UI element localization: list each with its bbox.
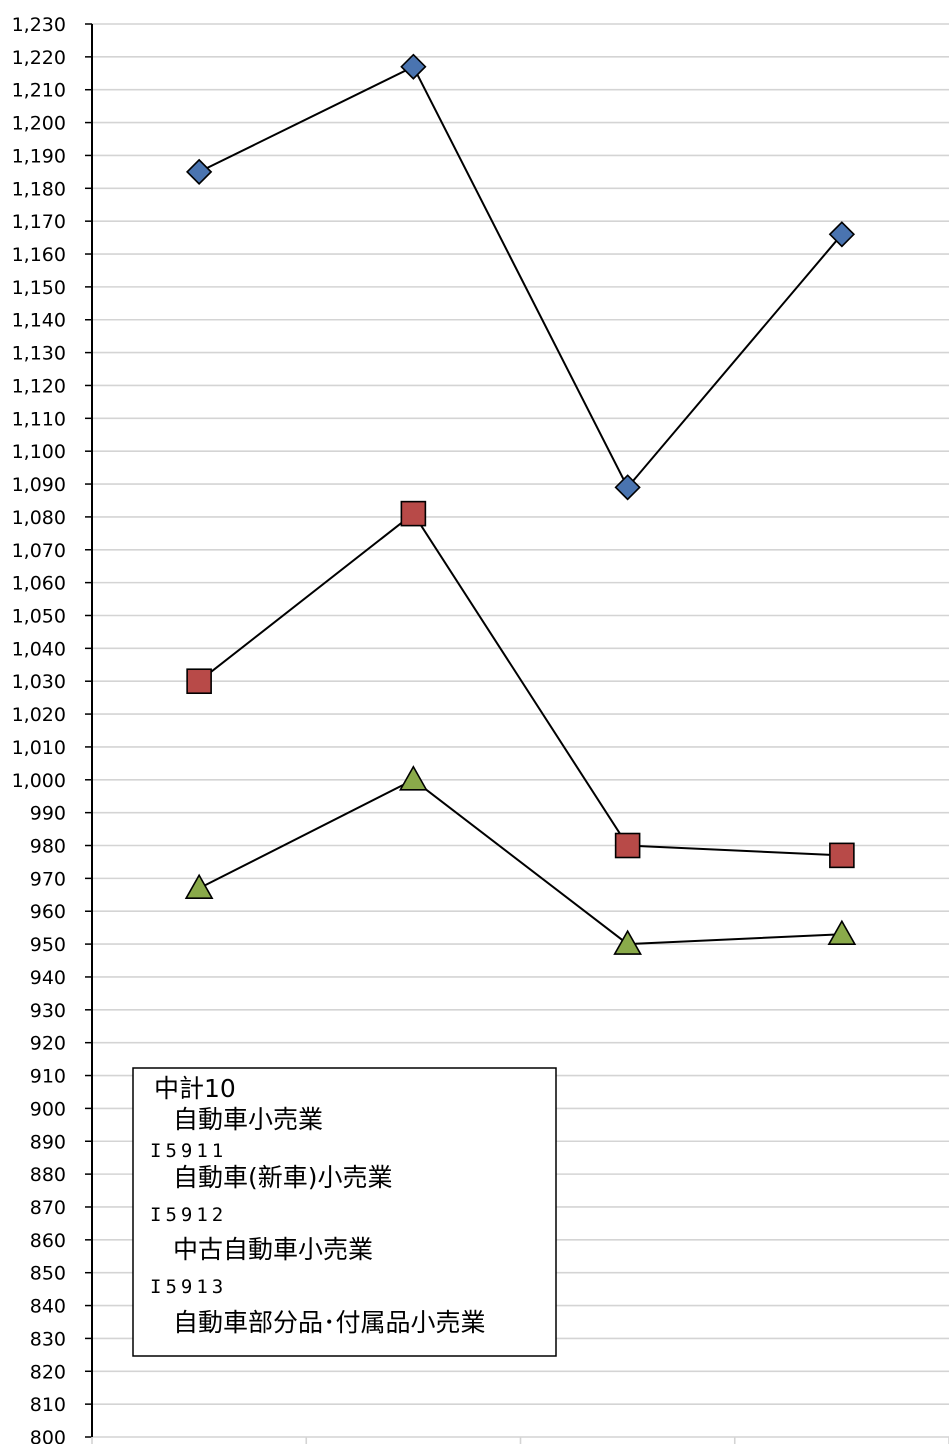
legend-code: I5913 [150,1276,227,1298]
legend-box [132,1067,557,1357]
y-tick-label: 1,180 [12,178,66,200]
y-tick-label: 1,020 [12,704,66,726]
data-point-triangle [399,765,428,791]
y-tick-label: 870 [30,1197,66,1219]
y-tick-label: 1,160 [12,244,66,266]
y-tick-label: 940 [30,967,66,989]
y-tick-label: 1,010 [12,737,66,759]
y-tick-label: 960 [30,901,66,923]
y-tick-label: 970 [30,868,66,890]
legend-label: 自動車(新車)小売業 [173,1163,393,1192]
data-point-square [614,832,641,859]
y-tick-label: 1,230 [12,14,66,36]
y-tick-label: 1,120 [12,375,66,397]
y-tick-label: 1,220 [12,47,66,69]
legend-label: 自動車小売業 [173,1105,323,1134]
legend-label: 中計10 [154,1074,236,1103]
legend-code: I5911 [150,1140,227,1162]
legend-label: 自動車部分品･付属品小売業 [173,1308,486,1337]
y-tick-label: 1,150 [12,277,66,299]
y-tick-label: 1,170 [12,211,66,233]
y-tick-label: 1,080 [12,507,66,529]
y-tick-label: 860 [30,1230,66,1252]
y-tick-label: 830 [30,1328,66,1350]
y-tick-label: 1,030 [12,671,66,693]
series-group [184,53,857,955]
y-tick-label: 840 [30,1296,66,1318]
y-tick-label: 990 [30,803,66,825]
data-point-diamond [185,158,213,186]
y-tick-label: 1,200 [12,113,66,135]
series-2 [186,500,855,869]
y-tick-label: 920 [30,1033,66,1055]
y-tick-label: 1,040 [12,638,66,660]
legend-code: I5912 [150,1204,227,1226]
series-line [198,512,842,857]
y-tick-label: 1,140 [12,310,66,332]
series-line [198,65,843,490]
y-tick-label: 900 [30,1098,66,1120]
y-tick-label: 850 [30,1263,66,1285]
series-3 [184,765,857,955]
data-point-diamond [614,474,641,501]
y-tick-label: 820 [30,1361,66,1383]
y-tick-label: 950 [30,934,66,956]
y-tick-label: 1,050 [12,605,66,627]
data-point-triangle [827,919,857,946]
legend-label: 中古自動車小売業 [173,1235,373,1264]
y-tick-label: 980 [30,836,66,858]
y-tick-label: 800 [30,1427,66,1444]
y-tick-label: 1,070 [12,540,66,562]
data-point-diamond [400,53,427,80]
y-axis-ticks: 800 810 820 830 840 850 860 870 880 890 900 910 920 9… [12,14,92,1444]
x-axis-ticks [91,1436,949,1444]
data-point-triangle [184,873,214,900]
series-line [198,778,842,946]
y-tick-label: 1,090 [12,474,66,496]
data-point-diamond [828,221,856,248]
y-tick-label: 1,190 [12,145,66,167]
y-tick-label: 930 [30,1000,66,1022]
series-1 [185,53,856,501]
y-tick-label: 1,130 [12,343,66,365]
y-tick-label: 1,210 [12,80,66,102]
y-tick-label: 910 [30,1066,66,1088]
y-tick-label: 810 [30,1394,66,1416]
y-tick-label: 1,000 [12,770,66,792]
data-point-square [829,842,855,869]
y-tick-label: 890 [30,1131,66,1153]
y-tick-label: 1,060 [12,573,66,595]
data-point-triangle [613,929,642,955]
data-point-square [186,668,212,695]
y-tick-label: 1,100 [12,441,66,463]
y-tick-label: 1,110 [12,408,66,430]
data-point-square [400,500,427,527]
y-tick-label: 880 [30,1164,66,1186]
